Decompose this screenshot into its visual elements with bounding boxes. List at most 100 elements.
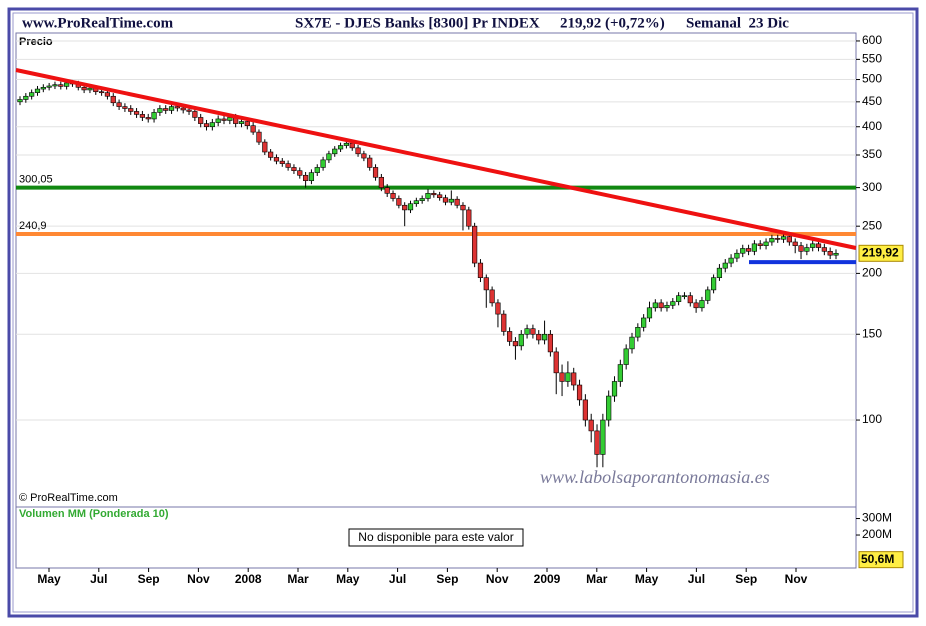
candle-body <box>541 333 548 341</box>
candle-body <box>728 257 734 264</box>
candle-body <box>314 167 320 173</box>
candle-body <box>635 327 641 338</box>
candle-body <box>29 92 35 97</box>
candle-body <box>658 302 664 309</box>
candle-body <box>448 198 454 203</box>
candle-body <box>775 238 781 240</box>
y-tick-label: 600 <box>862 33 882 47</box>
candle-body <box>623 348 629 365</box>
candle-body <box>641 317 647 328</box>
candle-body <box>518 333 524 347</box>
y-tick-label: 550 <box>862 52 882 66</box>
candle-body <box>477 262 484 278</box>
candle-body <box>262 141 268 153</box>
x-tick-label: Nov <box>785 572 808 586</box>
x-tick-label: Nov <box>486 572 509 586</box>
candle-body <box>297 170 303 176</box>
candle-body <box>390 193 396 199</box>
candle-body <box>769 238 775 243</box>
candle-body <box>617 364 623 382</box>
x-tick-label: Jul <box>90 572 107 586</box>
candle-body <box>611 381 618 397</box>
candle-body <box>227 117 233 121</box>
candle-body <box>279 160 285 164</box>
x-tick-label: Sep <box>735 572 757 586</box>
candle-body <box>46 85 52 88</box>
candle-body <box>402 204 408 211</box>
x-tick-label: May <box>37 572 61 586</box>
candle-body <box>52 84 58 87</box>
x-tick-label: 2008 <box>235 572 262 586</box>
candle-body <box>384 187 390 194</box>
y-tick-label: 350 <box>862 147 882 161</box>
candle-body <box>699 300 705 309</box>
candle-body <box>745 248 752 252</box>
x-tick-label: May <box>336 572 360 586</box>
y-tick-label: 450 <box>862 94 882 108</box>
candle-body <box>407 203 414 211</box>
candle-body <box>705 289 711 301</box>
volume-last-label: 50,6M <box>861 552 894 566</box>
volume-title: Volumen MM (Ponderada 10) <box>19 508 169 520</box>
candle-body <box>582 399 588 421</box>
candle-body <box>378 176 384 188</box>
y-label: Precio <box>19 36 53 48</box>
candle-body <box>798 245 804 252</box>
candle-body <box>198 117 204 124</box>
candle-body <box>716 267 723 278</box>
candle-body <box>437 194 443 199</box>
x-tick-label: Nov <box>187 572 210 586</box>
candle-body <box>495 302 501 315</box>
candle-body <box>751 243 757 252</box>
y-tick-label: 100 <box>862 412 882 426</box>
candle-body <box>413 200 419 205</box>
candle-body <box>804 247 810 252</box>
candle-body <box>145 117 151 120</box>
level-label: 240,9 <box>19 220 47 232</box>
candle-body <box>821 247 827 252</box>
candle-body <box>180 107 186 111</box>
candle-body <box>757 243 763 246</box>
candle-body <box>466 209 472 227</box>
copyright: © ProRealTime.com <box>19 492 118 504</box>
candle-body <box>629 336 635 350</box>
candle-body <box>489 289 495 304</box>
x-tick-label: Mar <box>586 572 608 586</box>
candle-body <box>256 131 262 143</box>
candle-body <box>215 118 221 123</box>
candle-body <box>559 372 565 382</box>
candle-body <box>681 295 688 297</box>
candle-body <box>810 243 816 248</box>
candle-body <box>710 277 717 291</box>
candle-body <box>483 277 489 291</box>
price-panel <box>15 32 857 508</box>
y-tick-label: 500 <box>862 72 882 86</box>
candle-body <box>157 108 163 113</box>
candle-body <box>454 198 460 206</box>
candle-body <box>87 87 93 91</box>
candle-body <box>58 84 64 87</box>
candle-body <box>128 108 134 112</box>
candle-body <box>104 92 111 97</box>
y-tick-label: 150 <box>862 326 882 340</box>
candle-body <box>571 372 577 386</box>
candle-body <box>664 305 670 309</box>
candle-body <box>273 157 280 162</box>
x-tick-label: 2009 <box>534 572 561 586</box>
candle-body <box>472 225 478 264</box>
candle-body <box>355 147 361 155</box>
candle-body <box>786 236 792 243</box>
candle-body <box>268 151 274 158</box>
candle-body <box>734 252 740 259</box>
candle-body <box>203 123 210 128</box>
x-tick-label: Sep <box>436 572 458 586</box>
level-label: 300,05 <box>19 173 53 185</box>
y-tick-label: 300 <box>862 180 882 194</box>
candle-body <box>40 86 46 90</box>
candle-body <box>827 251 833 256</box>
candle-body <box>186 109 192 112</box>
candle-body <box>606 395 612 421</box>
candle-body <box>110 95 116 104</box>
trendline <box>15 68 857 250</box>
candle-body <box>460 204 466 211</box>
